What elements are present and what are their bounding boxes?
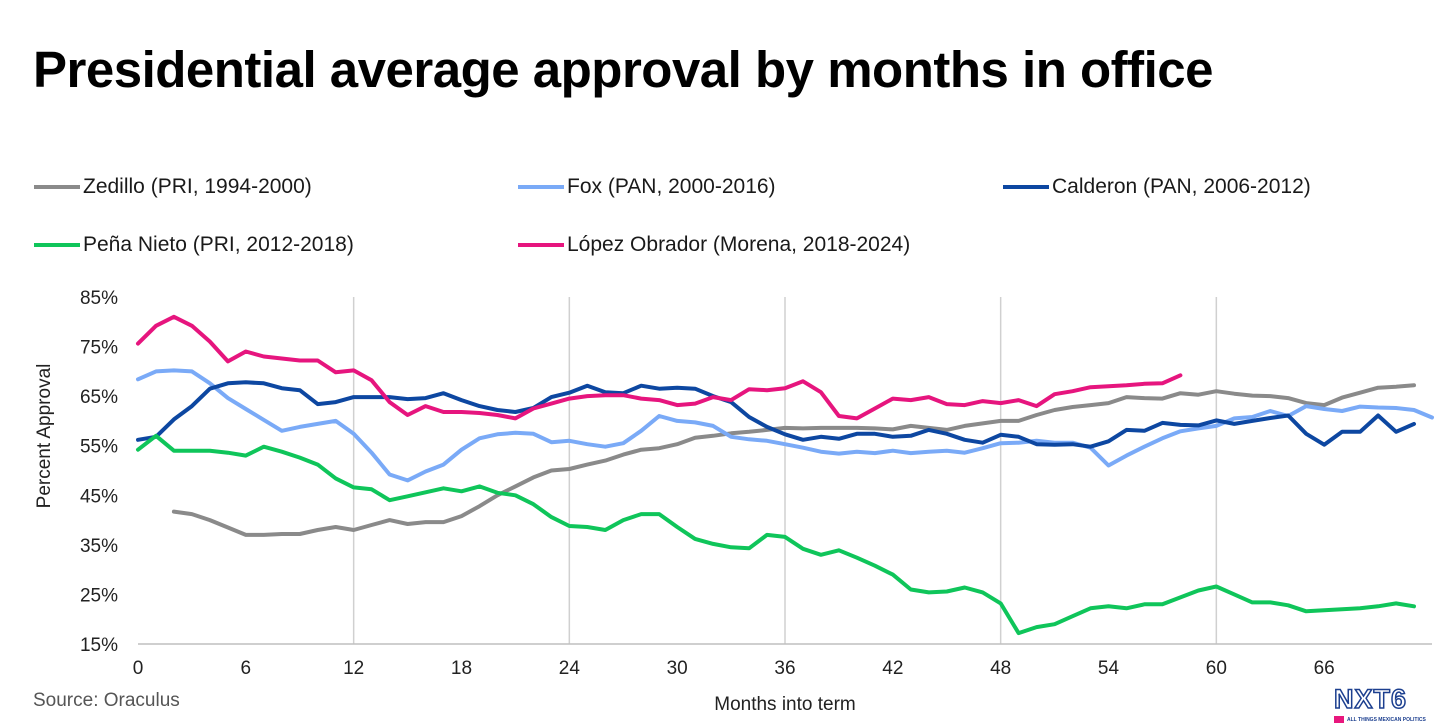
x-tick-label: 36 — [774, 658, 795, 679]
y-tick-label: 75% — [80, 338, 118, 359]
legend-swatch — [34, 185, 80, 189]
y-tick-label: 65% — [80, 387, 118, 408]
legend-item-fox: Fox (PAN, 2000-2016) — [518, 175, 776, 199]
x-tick-label: 42 — [882, 658, 903, 679]
x-tick-label: 24 — [559, 658, 581, 679]
y-tick-label: 35% — [80, 536, 118, 557]
y-tick-label: 15% — [80, 635, 118, 656]
x-tick-label: 18 — [451, 658, 472, 679]
x-tick-label: 54 — [1098, 658, 1120, 679]
source-note: Source: Oraculus — [33, 690, 180, 711]
series-line-fox — [136, 368, 1434, 483]
logo-accent — [1334, 716, 1344, 723]
x-axis-title: Months into term — [714, 694, 856, 715]
x-tick-label: 66 — [1314, 658, 1335, 679]
legend-item-calderon: Calderon (PAN, 2006-2012) — [1003, 175, 1311, 199]
y-tick-label: 55% — [80, 437, 118, 458]
legend-swatch — [518, 243, 564, 247]
x-tick-label: 60 — [1206, 658, 1227, 679]
x-tick-label: 6 — [241, 658, 252, 679]
legend-label: Calderon (PAN, 2006-2012) — [1052, 175, 1311, 198]
x-tick-label: 0 — [133, 658, 144, 679]
series-line-pena-nieto — [136, 433, 1416, 636]
y-tick-label: 25% — [80, 585, 118, 606]
legend-item-zedillo: Zedillo (PRI, 1994-2000) — [34, 175, 312, 199]
logo-wordmark: NXT6 — [1333, 683, 1408, 715]
brand-logo: NXT6 ALL THINGS MEXICAN POLITICS — [1333, 683, 1446, 724]
chart-title: Presidential average approval by months … — [33, 41, 1214, 98]
legend-label: Fox (PAN, 2000-2016) — [567, 175, 776, 198]
legend-label: Zedillo (PRI, 1994-2000) — [83, 175, 312, 198]
y-tick-label: 85% — [80, 288, 118, 309]
series-line-calderon — [136, 380, 1416, 449]
x-tick-label: 12 — [343, 658, 364, 679]
x-tick-label: 48 — [990, 658, 1011, 679]
legend-swatch — [518, 185, 564, 189]
legend-item-lopez-obrador: López Obrador (Morena, 2018-2024) — [518, 233, 910, 257]
legend-item-pena-nieto: Peña Nieto (PRI, 2012-2018) — [34, 233, 354, 257]
logo-tagline: ALL THINGS MEXICAN POLITICS — [1347, 716, 1426, 723]
legend-label: López Obrador (Morena, 2018-2024) — [567, 233, 911, 256]
x-tick-label: 30 — [667, 658, 688, 679]
y-tick-label: 45% — [80, 486, 118, 507]
series-line-lopez-obrador — [136, 314, 1183, 421]
legend-swatch — [34, 243, 80, 247]
legend-label: Peña Nieto (PRI, 2012-2018) — [83, 233, 354, 256]
y-axis-title: Percent Approval — [34, 364, 55, 509]
logo-tagline-bar: ALL THINGS MEXICAN POLITICS — [1334, 716, 1446, 723]
legend-swatch — [1003, 185, 1049, 189]
series-line-zedillo — [171, 383, 1416, 537]
